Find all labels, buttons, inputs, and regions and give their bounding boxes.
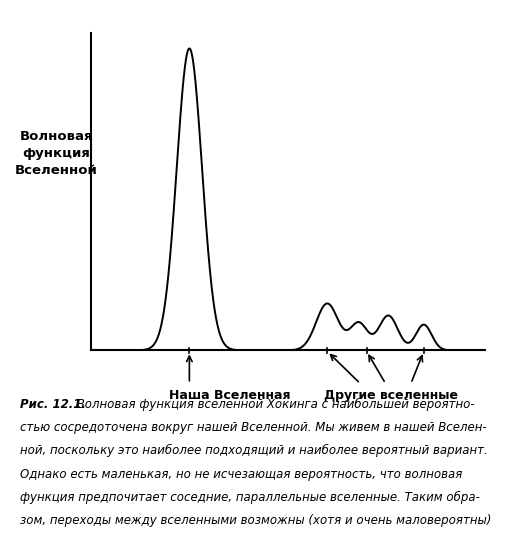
Text: ной, поскольку это наиболее подходящий и наиболее вероятный вариант.: ной, поскольку это наиболее подходящий и… xyxy=(20,444,488,458)
Text: Однако есть маленькая, но не исчезающая вероятность, что волновая: Однако есть маленькая, но не исчезающая … xyxy=(20,468,463,480)
Text: Волновая функция вселенной Хокинга с наибольшей вероятно-: Волновая функция вселенной Хокинга с наи… xyxy=(73,398,475,411)
Text: Рис. 12.1.: Рис. 12.1. xyxy=(20,398,86,410)
Text: Волновая
функция
Вселенной: Волновая функция Вселенной xyxy=(15,130,98,177)
Text: зом, переходы между вселенными возможны (хотя и очень маловероятны): зом, переходы между вселенными возможны … xyxy=(20,514,491,527)
Text: Наша Вселенная: Наша Вселенная xyxy=(169,389,291,402)
Text: функция предпочитает соседние, параллельные вселенные. Таким обра-: функция предпочитает соседние, параллель… xyxy=(20,491,480,504)
Text: Другие вселенные: Другие вселенные xyxy=(324,389,458,402)
Text: стью сосредоточена вокруг нашей Вселенной. Мы живем в нашей Вселен-: стью сосредоточена вокруг нашей Вселенно… xyxy=(20,421,487,434)
